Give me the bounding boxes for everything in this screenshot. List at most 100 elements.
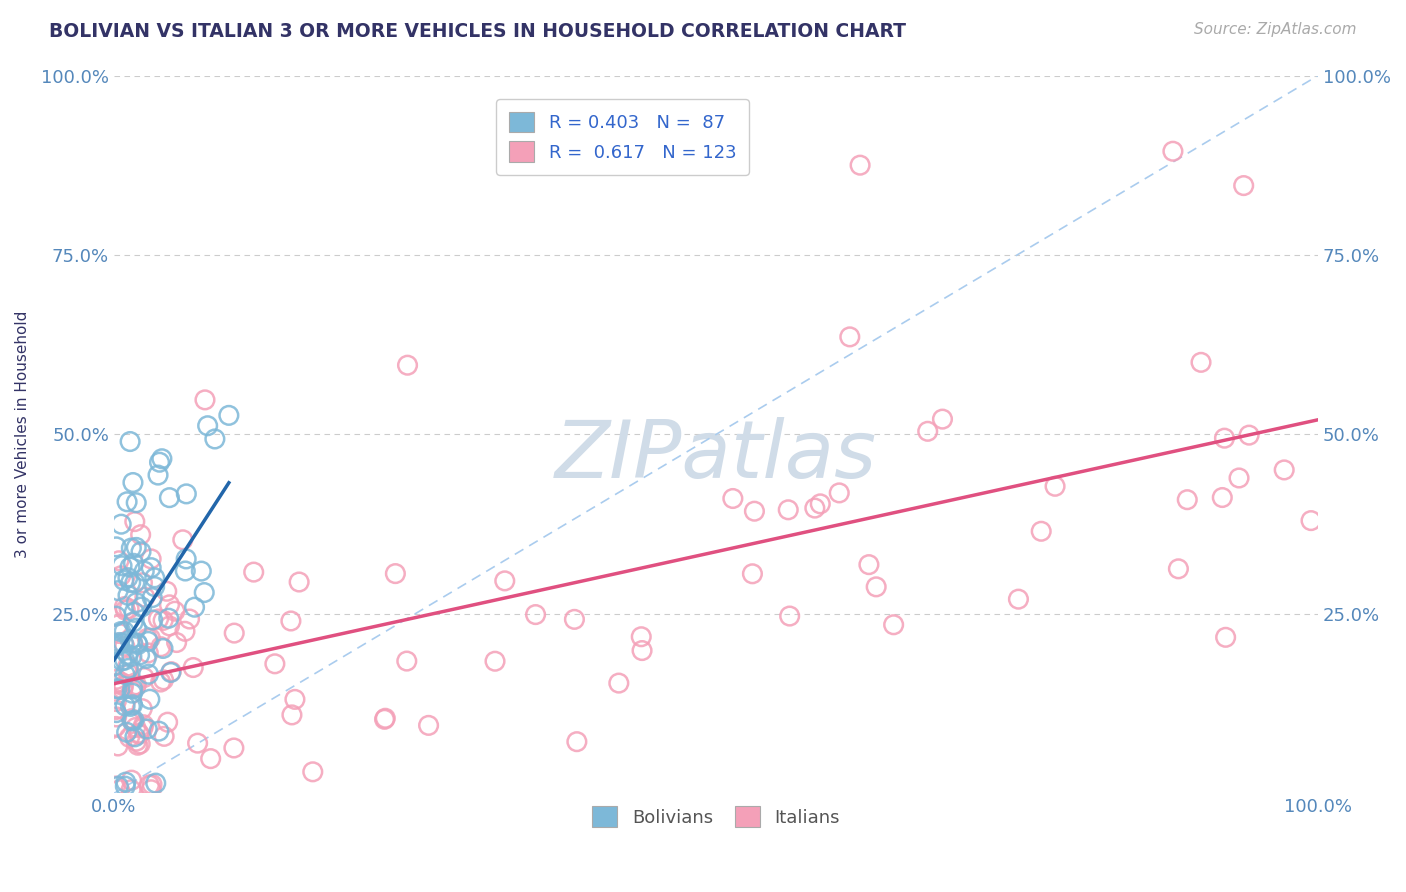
Point xyxy=(114,775,136,789)
Point xyxy=(157,611,180,625)
Point xyxy=(110,517,132,532)
Point xyxy=(174,624,197,639)
Point xyxy=(1233,178,1256,193)
Point xyxy=(105,694,128,708)
Point xyxy=(139,552,162,566)
Point xyxy=(152,641,174,656)
Point xyxy=(565,734,588,748)
Point xyxy=(630,630,652,644)
Point xyxy=(117,659,139,673)
Point xyxy=(143,571,166,585)
Point xyxy=(120,575,142,590)
Point xyxy=(284,692,307,706)
Point xyxy=(114,639,136,653)
Point xyxy=(1227,471,1250,485)
Point xyxy=(112,624,135,639)
Point xyxy=(111,558,134,573)
Point xyxy=(104,639,127,653)
Point xyxy=(132,718,155,732)
Point xyxy=(128,726,150,740)
Point xyxy=(174,564,197,578)
Point xyxy=(112,573,135,587)
Point xyxy=(104,779,127,793)
Point xyxy=(121,649,143,664)
Point xyxy=(183,600,205,615)
Point xyxy=(117,588,139,602)
Point xyxy=(1237,428,1260,442)
Point xyxy=(122,475,145,490)
Point xyxy=(524,607,547,622)
Point xyxy=(121,681,143,696)
Point xyxy=(108,782,131,797)
Point xyxy=(141,591,163,605)
Point xyxy=(114,667,136,681)
Point xyxy=(280,614,302,628)
Point xyxy=(108,635,131,649)
Point xyxy=(396,358,419,372)
Point xyxy=(104,703,127,717)
Point xyxy=(374,711,396,725)
Point xyxy=(136,722,159,736)
Point xyxy=(1211,491,1233,505)
Point xyxy=(384,566,406,581)
Point xyxy=(134,590,156,604)
Point xyxy=(132,671,155,685)
Point xyxy=(120,699,142,714)
Point xyxy=(129,545,152,559)
Point xyxy=(865,580,887,594)
Point xyxy=(828,486,851,500)
Point xyxy=(118,667,141,681)
Point xyxy=(121,686,143,700)
Point xyxy=(1167,562,1189,576)
Point xyxy=(104,676,127,690)
Point xyxy=(125,596,148,610)
Point xyxy=(131,600,153,615)
Point xyxy=(129,737,152,751)
Point xyxy=(107,739,129,753)
Point xyxy=(152,673,174,687)
Text: ZIPatlas: ZIPatlas xyxy=(555,417,877,495)
Point xyxy=(858,558,880,572)
Point xyxy=(141,782,163,797)
Point xyxy=(120,633,142,648)
Point xyxy=(138,667,160,681)
Point xyxy=(112,679,135,693)
Point xyxy=(204,432,226,446)
Point xyxy=(301,764,323,779)
Point xyxy=(181,660,204,674)
Point xyxy=(163,604,186,618)
Point xyxy=(263,657,285,671)
Point xyxy=(107,779,129,793)
Point xyxy=(778,503,800,517)
Point xyxy=(849,158,872,172)
Point xyxy=(1175,492,1198,507)
Point xyxy=(153,730,176,744)
Point xyxy=(1043,479,1066,493)
Point xyxy=(804,501,827,516)
Point xyxy=(160,665,183,679)
Point xyxy=(1213,431,1236,445)
Point xyxy=(741,566,763,581)
Point xyxy=(139,692,162,706)
Point xyxy=(146,468,169,483)
Point xyxy=(105,673,128,687)
Point xyxy=(122,557,145,571)
Y-axis label: 3 or more Vehicles in Household: 3 or more Vehicles in Household xyxy=(15,310,30,558)
Point xyxy=(141,560,163,574)
Point xyxy=(222,741,245,756)
Point xyxy=(135,651,157,665)
Point xyxy=(111,682,134,697)
Point xyxy=(105,540,128,554)
Point xyxy=(120,712,142,726)
Point xyxy=(494,574,516,588)
Point xyxy=(564,612,586,626)
Point xyxy=(125,621,148,635)
Point xyxy=(108,554,131,568)
Point xyxy=(143,580,166,594)
Point xyxy=(129,527,152,541)
Point xyxy=(115,725,138,739)
Point xyxy=(114,779,136,793)
Point xyxy=(156,715,179,730)
Point xyxy=(110,624,132,639)
Point xyxy=(120,782,142,797)
